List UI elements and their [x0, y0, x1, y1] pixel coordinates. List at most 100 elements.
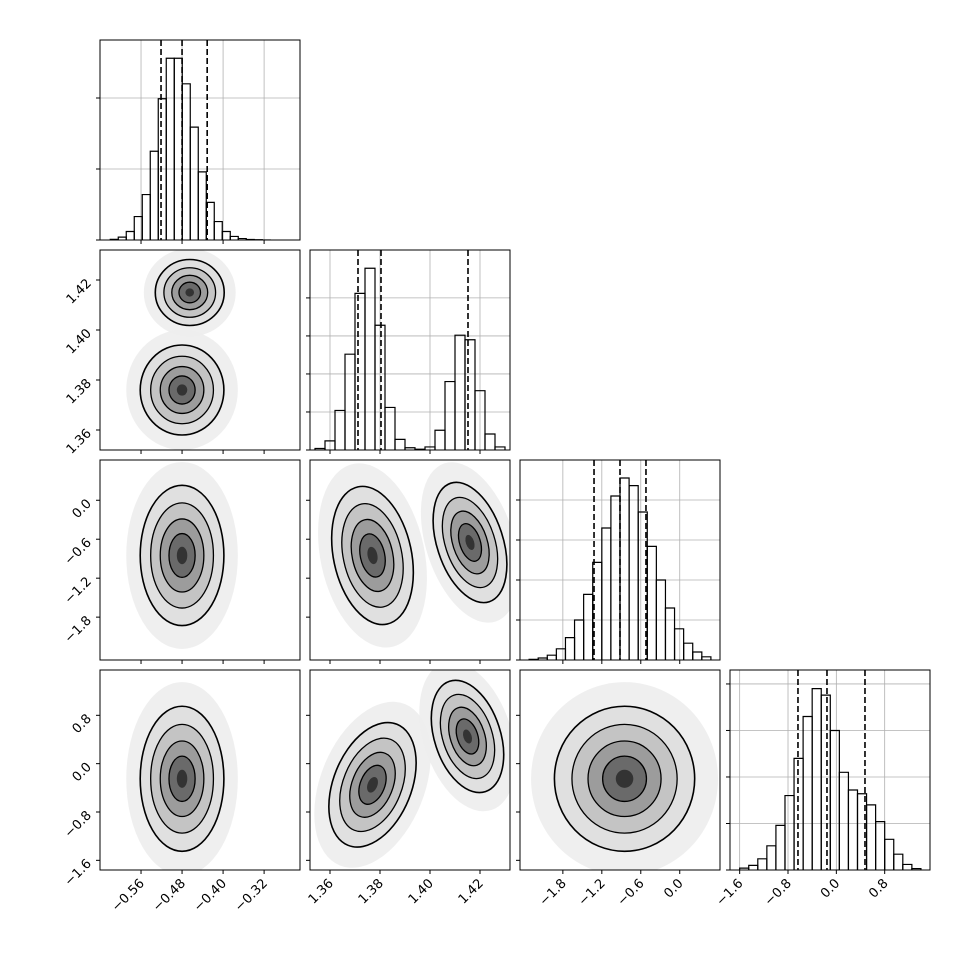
x-tick-label: −0.6	[615, 876, 648, 909]
y-tick-label: −1.6	[62, 857, 95, 890]
x-tick-label: 0.0	[661, 876, 686, 901]
panel-content	[531, 682, 719, 870]
histogram-bin	[911, 868, 922, 870]
histogram-bin	[701, 656, 712, 660]
histogram-bin	[354, 292, 366, 450]
y-tick-label: −1.2	[62, 574, 95, 607]
histogram-bin	[494, 446, 506, 450]
histogram-bin	[197, 171, 207, 240]
histogram-bin	[902, 863, 913, 870]
histogram-bin	[384, 406, 396, 450]
x-tick-label: −1.6	[714, 876, 747, 909]
x-tick-label: −0.32	[232, 876, 271, 915]
histogram-bin	[141, 193, 151, 240]
histogram-bin	[847, 789, 859, 870]
histogram-bin	[865, 804, 877, 870]
histogram-bin	[775, 824, 786, 870]
histogram-bin	[434, 429, 446, 450]
density-contour	[465, 534, 475, 550]
histogram-bin	[173, 57, 183, 240]
histogram-bin	[334, 409, 346, 450]
histogram-bin	[555, 648, 567, 660]
histogram-bin	[374, 324, 386, 450]
y-tick-label: 1.40	[64, 326, 95, 357]
panel-content	[730, 670, 930, 870]
histogram-bin	[802, 715, 813, 870]
density-contour	[176, 769, 188, 788]
y-tick-label: 1.38	[64, 376, 95, 407]
density-contour	[176, 384, 188, 396]
histogram-bin	[893, 853, 904, 870]
y-tick-label: 0.8	[70, 712, 95, 737]
y-tick-label: −0.6	[62, 535, 95, 568]
histogram-bin	[646, 545, 657, 660]
histogram-bin	[884, 838, 895, 870]
y-tick-label: 0.0	[70, 760, 95, 785]
density-contour	[367, 777, 378, 793]
histogram-bin	[820, 694, 831, 870]
panel-frame	[729, 669, 931, 871]
x-tick-label: 0.8	[866, 876, 891, 901]
panel-frame	[99, 669, 301, 871]
histogram-bin	[766, 845, 777, 870]
histogram-bin	[464, 339, 476, 450]
y-tick-label: −0.8	[62, 808, 95, 841]
histogram-bin	[444, 380, 456, 450]
histogram-bin	[229, 235, 239, 240]
histogram-bin	[610, 495, 621, 660]
panel-frame	[519, 459, 721, 661]
x-tick-label: 1.36	[306, 876, 337, 907]
panel-frame	[309, 249, 511, 451]
histogram-bin	[484, 433, 496, 450]
density-contour	[176, 546, 188, 565]
histogram-bin	[364, 267, 376, 450]
histogram-bin	[829, 729, 840, 870]
panel-frame	[519, 669, 721, 871]
x-tick-label: 1.38	[356, 876, 387, 907]
histogram-bin	[811, 688, 822, 870]
histogram-bin	[474, 390, 486, 450]
x-tick-label: −1.2	[576, 876, 609, 909]
histogram-bin	[394, 438, 406, 450]
x-tick-label: 1.42	[456, 876, 487, 907]
x-tick-label: −0.56	[109, 876, 148, 915]
histogram-bin	[748, 864, 759, 870]
histogram-bin	[149, 150, 159, 240]
density-contour	[185, 288, 195, 297]
y-tick-label: 1.36	[64, 426, 95, 457]
panel-frame	[309, 459, 511, 661]
histogram-bin	[165, 57, 175, 240]
panel-frame	[309, 669, 511, 871]
panel-content	[126, 461, 238, 649]
x-tick-label: −0.48	[150, 876, 189, 915]
histogram-bin	[875, 821, 886, 870]
y-tick-label: 0.0	[70, 496, 95, 521]
histogram-bin	[784, 794, 795, 870]
histogram-bin	[189, 126, 199, 240]
histogram-bin	[583, 593, 594, 660]
histogram-bin	[619, 477, 630, 660]
panel-content	[318, 462, 510, 648]
panel-frame	[99, 39, 301, 241]
histogram-bin	[564, 637, 576, 660]
x-tick-label: 0.0	[818, 876, 843, 901]
histogram-bin	[546, 654, 557, 660]
density-contour	[615, 769, 634, 788]
histogram-bin	[601, 527, 612, 660]
histogram-bin	[213, 220, 223, 240]
histogram-bin	[181, 83, 191, 240]
histogram-bin	[573, 619, 585, 660]
x-tick-label: 1.40	[406, 876, 437, 907]
histogram-bin	[454, 334, 466, 450]
histogram-bin	[692, 651, 703, 660]
histogram-bin	[664, 607, 676, 660]
panel-content	[126, 250, 238, 450]
histogram-bin	[673, 628, 685, 660]
density-contour	[462, 729, 473, 744]
histogram-bin	[838, 771, 850, 870]
histogram-bin	[683, 642, 694, 660]
histogram-bin	[757, 858, 768, 870]
panel-content	[100, 40, 300, 240]
panel-content	[520, 460, 720, 660]
